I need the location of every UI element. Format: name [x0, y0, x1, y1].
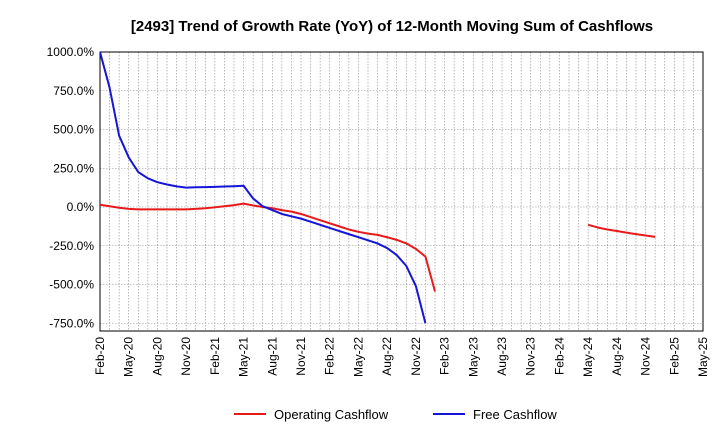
y-tick-label: 750.0%	[53, 84, 94, 98]
series-group	[100, 52, 656, 324]
y-tick-label: -750.0%	[49, 316, 94, 330]
legend-label-operating-cashflow: Operating Cashflow	[274, 407, 389, 422]
x-tick-label: Aug-21	[265, 337, 279, 376]
series-line-free-cashflow	[100, 52, 427, 324]
x-tick-label: May-23	[466, 337, 480, 377]
x-tick-label: May-22	[351, 337, 365, 377]
legend: Operating Cashflow Free Cashflow	[234, 407, 557, 422]
x-tick-label: Nov-22	[409, 337, 423, 376]
gridlines	[99, 51, 704, 331]
x-tick-label: May-24	[581, 337, 595, 377]
x-tick-label: Nov-23	[524, 337, 538, 376]
x-axis: Feb-20 May-20 Aug-20 Nov-20 Feb-21 May-21 Aug-…	[93, 337, 710, 377]
x-tick-label: Feb-20	[93, 337, 107, 375]
x-tick-label: Feb-24	[552, 337, 566, 375]
x-tick-label: Aug-22	[380, 337, 394, 376]
x-tick-label: May-21	[237, 337, 251, 377]
x-tick-label: Feb-22	[323, 337, 337, 375]
x-tick-label: Nov-21	[294, 337, 308, 376]
x-tick-label: Aug-24	[610, 337, 624, 376]
y-tick-label: -250.0%	[49, 239, 94, 253]
y-tick-label: -500.0%	[49, 278, 94, 292]
y-tick-label: 250.0%	[53, 161, 94, 175]
x-tick-label: Feb-23	[438, 337, 452, 375]
x-tick-label: May-20	[122, 337, 136, 377]
x-tick-label: Feb-25	[667, 337, 681, 375]
y-tick-label: 0.0%	[67, 200, 95, 214]
x-tick-label: Aug-20	[150, 337, 164, 376]
y-tick-label: 1000.0%	[47, 45, 95, 59]
chart-title: [2493] Trend of Growth Rate (YoY) of 12-…	[131, 18, 653, 35]
x-tick-label: Aug-23	[495, 337, 509, 376]
series-lines	[100, 52, 656, 324]
y-tick-label: 500.0%	[53, 123, 94, 137]
x-tick-label: Nov-24	[639, 337, 653, 376]
x-tick-label: Feb-21	[208, 337, 222, 375]
series-line-operating-cashflow	[587, 223, 656, 238]
legend-label-free-cashflow: Free Cashflow	[473, 407, 557, 422]
plot-area	[99, 51, 704, 332]
x-tick-label: May-25	[696, 337, 710, 377]
x-tick-label: Nov-20	[179, 337, 193, 376]
y-axis: -750.0% -500.0% -250.0% 0.0% 250.0% 500.0% 750…	[47, 45, 95, 330]
